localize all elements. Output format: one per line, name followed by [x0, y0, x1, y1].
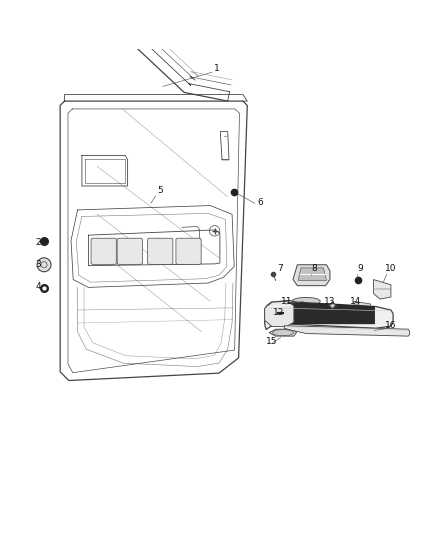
Polygon shape	[354, 301, 371, 309]
Text: 11: 11	[281, 297, 292, 306]
Text: 14: 14	[350, 297, 362, 306]
Polygon shape	[298, 268, 326, 280]
Text: 4: 4	[35, 281, 41, 290]
FancyBboxPatch shape	[176, 238, 201, 264]
Text: 12: 12	[273, 308, 285, 317]
Text: 6: 6	[258, 198, 263, 207]
Text: 2: 2	[35, 238, 41, 247]
Polygon shape	[293, 265, 330, 286]
Ellipse shape	[292, 297, 320, 305]
FancyBboxPatch shape	[148, 238, 173, 264]
Text: 15: 15	[266, 337, 278, 346]
Polygon shape	[374, 279, 391, 299]
Text: 13: 13	[324, 297, 336, 306]
Polygon shape	[269, 329, 297, 336]
FancyBboxPatch shape	[117, 238, 142, 264]
Polygon shape	[265, 301, 294, 327]
Polygon shape	[289, 302, 375, 324]
Circle shape	[37, 258, 51, 272]
Text: 10: 10	[385, 264, 397, 273]
Polygon shape	[265, 301, 393, 329]
Polygon shape	[284, 326, 410, 336]
Text: 5: 5	[157, 186, 163, 195]
FancyBboxPatch shape	[91, 238, 116, 264]
Text: 16: 16	[385, 321, 397, 330]
Text: 3: 3	[35, 260, 41, 269]
Text: 9: 9	[357, 264, 364, 273]
Text: 7: 7	[277, 264, 283, 273]
Text: 1: 1	[214, 64, 220, 73]
Text: 8: 8	[312, 264, 318, 273]
